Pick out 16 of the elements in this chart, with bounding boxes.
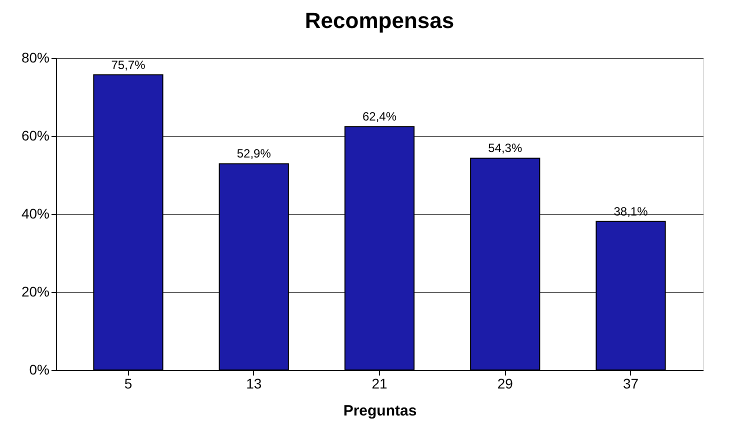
data-label: 52,9% bbox=[236, 146, 272, 161]
y-tick-label: 80% bbox=[21, 50, 50, 66]
x-axis-title: Preguntas bbox=[343, 402, 417, 420]
y-tick-label: 40% bbox=[21, 206, 50, 222]
x-tick-label: 37 bbox=[622, 376, 639, 392]
data-label: 62,4% bbox=[362, 110, 397, 124]
y-tick-label: 0% bbox=[29, 362, 50, 378]
y-tick-label: 60% bbox=[21, 128, 50, 144]
data-label: 54,3% bbox=[488, 141, 522, 156]
chart-title: Recompensas bbox=[304, 8, 454, 33]
x-tick-label: 29 bbox=[497, 376, 514, 392]
y-tick-label: 20% bbox=[21, 284, 50, 300]
x-tick-label: 13 bbox=[246, 376, 262, 392]
data-label: 75,7% bbox=[111, 58, 146, 72]
x-tick-label: 5 bbox=[124, 376, 132, 392]
x-tick-label: 21 bbox=[372, 376, 388, 392]
